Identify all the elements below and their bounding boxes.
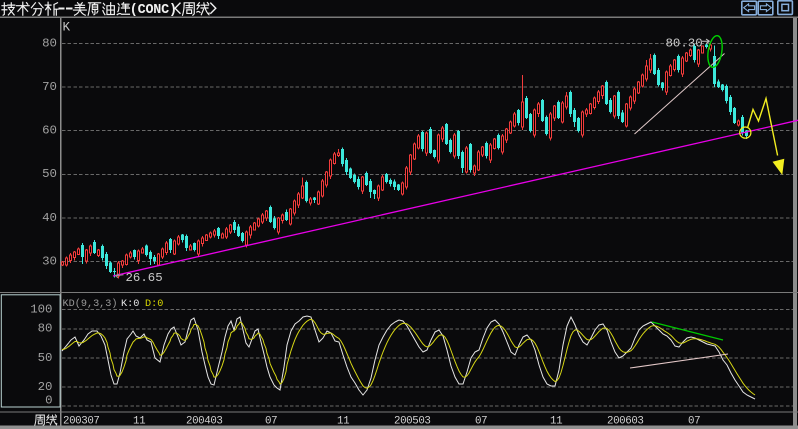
svg-text:80: 80 <box>42 36 57 50</box>
svg-text:07: 07 <box>265 415 277 427</box>
svg-text:26.65: 26.65 <box>126 271 163 285</box>
svg-text:70: 70 <box>42 80 57 94</box>
svg-text:11: 11 <box>133 415 145 427</box>
svg-text:60: 60 <box>42 124 57 138</box>
svg-text:11: 11 <box>337 415 349 427</box>
svg-text:80.30: 80.30 <box>666 36 703 50</box>
svg-text:200403: 200403 <box>186 415 222 427</box>
svg-text:200307: 200307 <box>63 415 99 427</box>
svg-text:200503: 200503 <box>394 415 430 427</box>
svg-text:50: 50 <box>42 167 57 181</box>
svg-text:11: 11 <box>550 415 562 427</box>
svg-text:K: K <box>63 20 71 34</box>
svg-text:20: 20 <box>38 380 53 394</box>
svg-text:07: 07 <box>688 415 700 427</box>
svg-text:07: 07 <box>475 415 487 427</box>
svg-text:80: 80 <box>38 322 53 336</box>
svg-text:K:0: K:0 <box>121 299 139 310</box>
svg-text:(CONC): (CONC) <box>130 3 177 18</box>
svg-text:KD(9,3,3): KD(9,3,3) <box>63 298 118 310</box>
svg-text:200603: 200603 <box>607 415 643 427</box>
svg-text:50: 50 <box>38 351 53 365</box>
svg-text:0: 0 <box>45 394 52 408</box>
svg-text:30: 30 <box>42 254 57 268</box>
svg-text:40: 40 <box>42 211 57 225</box>
svg-text:D:0: D:0 <box>145 299 163 310</box>
svg-text:100: 100 <box>30 302 52 316</box>
